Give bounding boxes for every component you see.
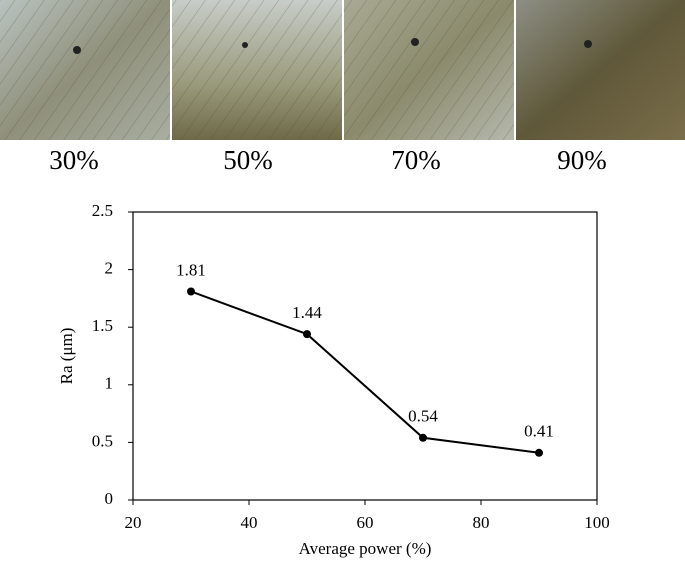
data-line xyxy=(190,290,540,454)
y-tick-label: 0 xyxy=(105,489,114,508)
micrograph-texture xyxy=(0,0,170,140)
data-label: 1.81 xyxy=(176,260,206,279)
panel-label: 90% xyxy=(557,145,607,175)
y-tick-label: 2 xyxy=(105,259,114,278)
data-label: 0.41 xyxy=(524,422,554,441)
y-tick-label: 1.5 xyxy=(92,316,113,335)
y-tick-label: 1 xyxy=(105,374,114,393)
x-tick-label: 60 xyxy=(357,513,374,532)
x-tick-label: 20 xyxy=(125,513,142,532)
micrograph xyxy=(516,0,685,140)
x-tick-label: 100 xyxy=(584,513,610,532)
micrograph-panels xyxy=(0,0,685,140)
panel-label: 50% xyxy=(223,145,273,175)
micrograph-texture xyxy=(344,0,514,140)
y-tick-label: 0.5 xyxy=(92,431,113,450)
panel-label: 70% xyxy=(391,145,441,175)
panel-label: 30% xyxy=(49,145,99,175)
spot xyxy=(242,42,248,48)
micrograph-texture xyxy=(172,0,342,140)
data-point xyxy=(419,433,427,442)
data-point xyxy=(303,330,311,339)
data-point xyxy=(187,287,195,296)
data-point xyxy=(535,448,543,457)
y-axis-label: Ra (μm) xyxy=(57,328,76,385)
x-axis-label: Average power (%) xyxy=(299,539,432,558)
data-label: 0.54 xyxy=(408,407,438,426)
y-tick-label: 2.5 xyxy=(92,201,113,220)
spot xyxy=(584,40,592,48)
spot xyxy=(73,46,81,54)
plot-frame xyxy=(132,211,598,501)
x-tick-label: 80 xyxy=(473,513,490,532)
x-tick-label: 40 xyxy=(241,513,258,532)
spot xyxy=(411,38,419,46)
data-label: 1.44 xyxy=(292,303,322,322)
